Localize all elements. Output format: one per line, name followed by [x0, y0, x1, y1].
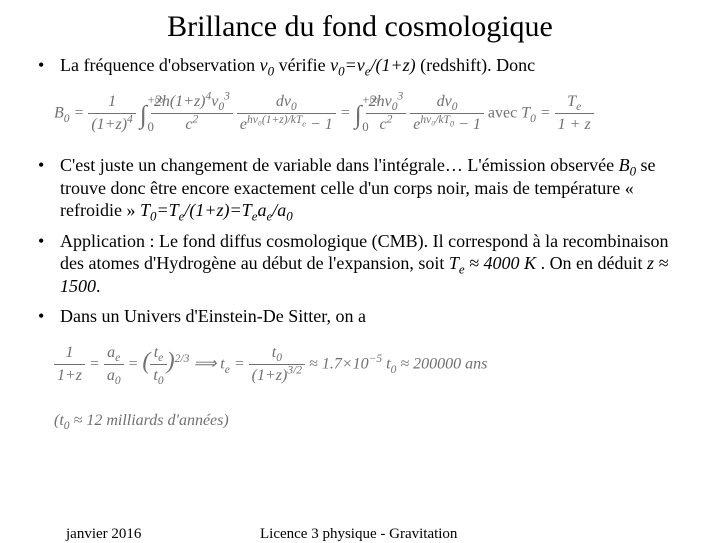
- text: C'est juste un changement de variable da…: [60, 155, 619, 175]
- bullet-list: La fréquence d'observation ν0 vérifie ν0…: [24, 54, 696, 77]
- equation-brilliance: B0 = 1(1+z)4 ∫0+∞ 2h(1+z)4ν03c2 dν0ehν₀(…: [54, 91, 696, 137]
- text: .: [96, 276, 101, 296]
- text: La fréquence d'observation: [60, 55, 260, 75]
- text: . On en déduit: [536, 253, 647, 273]
- bullet-3: Application : Le fond diffus cosmologiqu…: [32, 230, 696, 298]
- bullet-list-2: C'est juste un changement de variable da…: [24, 154, 696, 328]
- text: Dans un Univers d'Einstein-De Sitter, on…: [60, 306, 366, 326]
- bullet-4: Dans un Univers d'Einstein-De Sitter, on…: [32, 305, 696, 328]
- slide-title: Brillance du fond cosmologique: [24, 10, 696, 44]
- nu0: ν0: [260, 55, 274, 75]
- text: (redshift). Donc: [416, 55, 535, 75]
- equation-einstein-desitter: 11+z = aea0 = (tet0)2/3 ⟹ te = t0(1+z)3/…: [54, 342, 696, 433]
- bullet-2: C'est juste un changement de variable da…: [32, 154, 696, 222]
- bullet-1: La fréquence d'observation ν0 vérifie ν0…: [32, 54, 696, 77]
- Te: Te ≈ 4000 K: [449, 253, 536, 273]
- eq-redshift: ν0=νe/(1+z): [330, 55, 416, 75]
- footer-course: Licence 3 physique - Gravitation: [260, 526, 457, 543]
- slide: Brillance du fond cosmologique La fréque…: [0, 0, 720, 540]
- text: vérifie: [274, 55, 330, 75]
- footer-date: janvier 2016: [66, 526, 141, 543]
- T0eq: T0=Te/(1+z)=Teae/a0: [140, 200, 293, 220]
- B0: B0: [619, 155, 636, 175]
